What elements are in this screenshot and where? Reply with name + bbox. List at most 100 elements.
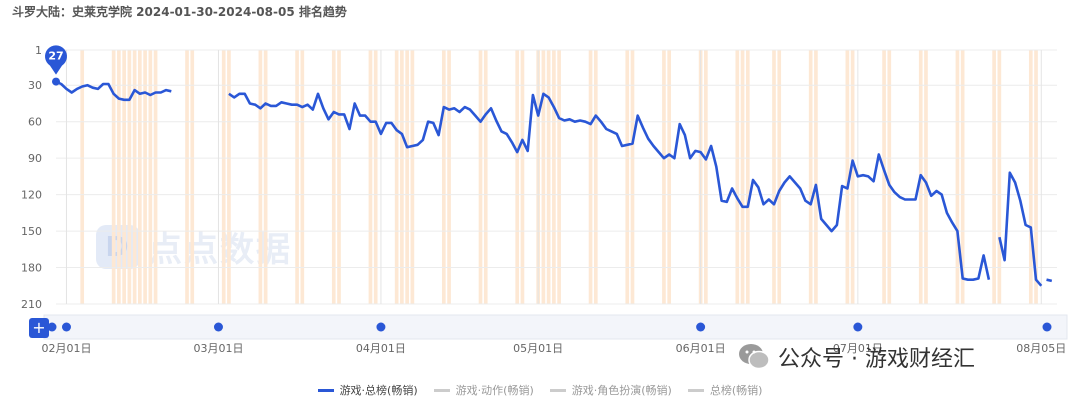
holiday-band <box>80 50 85 304</box>
series-line-segment <box>998 171 1043 287</box>
legend-swatch <box>317 388 334 392</box>
holiday-band <box>331 50 336 304</box>
holiday-band <box>478 50 483 304</box>
y-tick-label: 60 <box>28 116 42 129</box>
legend-item[interactable]: 游戏·角色扮演(畅销) <box>549 382 672 398</box>
holiday-band <box>148 50 153 304</box>
holiday-band <box>483 50 488 304</box>
y-tick-label: 210 <box>21 298 42 311</box>
holiday-band <box>777 50 782 304</box>
holiday-band <box>138 50 142 304</box>
holiday-band <box>541 50 546 304</box>
legend: 游戏·总榜(畅销) 游戏·动作(畅销) 游戏·角色扮演(畅销) 总榜(畅销) <box>0 382 1080 398</box>
x-tick-label: 03月01日 <box>193 342 243 355</box>
time-slider <box>43 314 1068 340</box>
legend-label: 游戏·动作(畅销) <box>455 384 534 397</box>
holiday-band <box>300 50 305 304</box>
holiday-band <box>667 50 672 304</box>
x-tick-label: 05月01日 <box>513 342 563 355</box>
data-point-marker <box>52 77 60 86</box>
holiday-band <box>845 50 850 304</box>
holiday-band <box>515 50 520 304</box>
add-button[interactable]: + <box>29 318 49 338</box>
holiday-band <box>814 50 818 304</box>
holiday-band <box>441 50 446 304</box>
slider-handle-left <box>47 322 57 332</box>
holiday-band <box>740 50 745 304</box>
holiday-band <box>410 50 415 304</box>
slider-track <box>43 314 1068 340</box>
slider-dot <box>696 322 706 332</box>
slider-dot <box>376 322 386 332</box>
y-tick-label: 120 <box>21 189 42 202</box>
holiday-band <box>662 50 666 304</box>
holiday-band <box>117 50 121 304</box>
holiday-band <box>552 50 556 304</box>
legend-swatch <box>433 388 450 392</box>
holiday-band <box>263 50 268 304</box>
wechat-icon <box>739 344 770 370</box>
holiday-band <box>185 50 189 304</box>
holiday-band <box>111 50 116 304</box>
holiday-band <box>992 50 996 304</box>
legend-label: 游戏·角色扮演(畅销) <box>571 384 672 397</box>
holiday-band <box>735 50 740 304</box>
marker-label: 27 <box>48 50 63 63</box>
x-axis: 02月01日 03月01日 04月01日 05月01日 06月01日 07月01日 08月0… <box>41 342 1066 355</box>
holiday-band <box>122 50 126 304</box>
x-tick-label: 08月05日 <box>1016 342 1066 355</box>
holiday-band <box>704 50 708 304</box>
legend-label: 游戏·总榜(畅销) <box>339 384 418 397</box>
holiday-band <box>337 50 341 304</box>
y-tick-label: 90 <box>28 152 42 165</box>
legend-item[interactable]: 游戏·总榜(畅销) <box>317 382 418 398</box>
y-tick-label: 150 <box>21 225 42 238</box>
legend-item[interactable]: 游戏·动作(畅销) <box>433 382 534 398</box>
holiday-band <box>882 50 886 304</box>
x-tick-label: 02月01日 <box>41 342 91 355</box>
holiday-band <box>373 50 378 304</box>
holiday-band <box>850 50 855 304</box>
x-tick-label: 07月01日 <box>833 342 883 355</box>
wechat-overlay: 公众号 · 游戏财经汇 <box>738 341 975 373</box>
holiday-band <box>588 50 593 304</box>
holiday-band <box>227 50 231 304</box>
legend-swatch <box>687 388 704 392</box>
legend-item[interactable]: 总榜(畅销) <box>687 382 762 398</box>
holiday-band <box>924 50 928 304</box>
holiday-band <box>394 50 399 304</box>
series-lines <box>55 80 1053 287</box>
y-axis: 1 30 60 90 120 150 180 210 <box>21 44 42 311</box>
holiday-band <box>258 50 263 304</box>
series-line-segment <box>228 92 991 281</box>
holiday-band <box>955 50 960 304</box>
holiday-band <box>997 50 1002 304</box>
y-tick-label: 30 <box>28 79 42 92</box>
slider-dot <box>61 322 71 332</box>
page-title: 斗罗大陆：史莱克学院 2024-01-30-2024-08-05 排名趋势 <box>12 5 347 19</box>
slider-dot <box>213 322 223 332</box>
holiday-band <box>630 50 635 304</box>
holiday-band <box>593 50 598 304</box>
holiday-band <box>447 50 451 304</box>
rank-trend-chart: 1 30 60 90 120 150 180 210 02月01日 03月01日 04月01日 05… <box>21 44 1068 355</box>
holiday-band <box>1034 50 1038 304</box>
holiday-band <box>143 50 147 304</box>
holiday-band <box>400 50 404 304</box>
y-tick-label: 180 <box>21 262 42 275</box>
holiday-band <box>887 50 892 304</box>
series-line-segment <box>55 80 172 102</box>
holiday-band <box>405 50 409 304</box>
series-line-segment <box>1046 278 1053 283</box>
holiday-band <box>745 50 750 304</box>
holiday-band <box>520 50 525 304</box>
y-tick-label: 1 <box>35 44 42 57</box>
holiday-band <box>132 50 137 304</box>
holiday-band <box>153 50 158 304</box>
holiday-band <box>1028 50 1033 304</box>
holiday-band <box>625 50 630 304</box>
holiday-band <box>960 50 965 304</box>
holiday-band <box>221 50 226 304</box>
holiday-band <box>772 50 776 304</box>
slider-handle-right <box>1042 322 1052 332</box>
